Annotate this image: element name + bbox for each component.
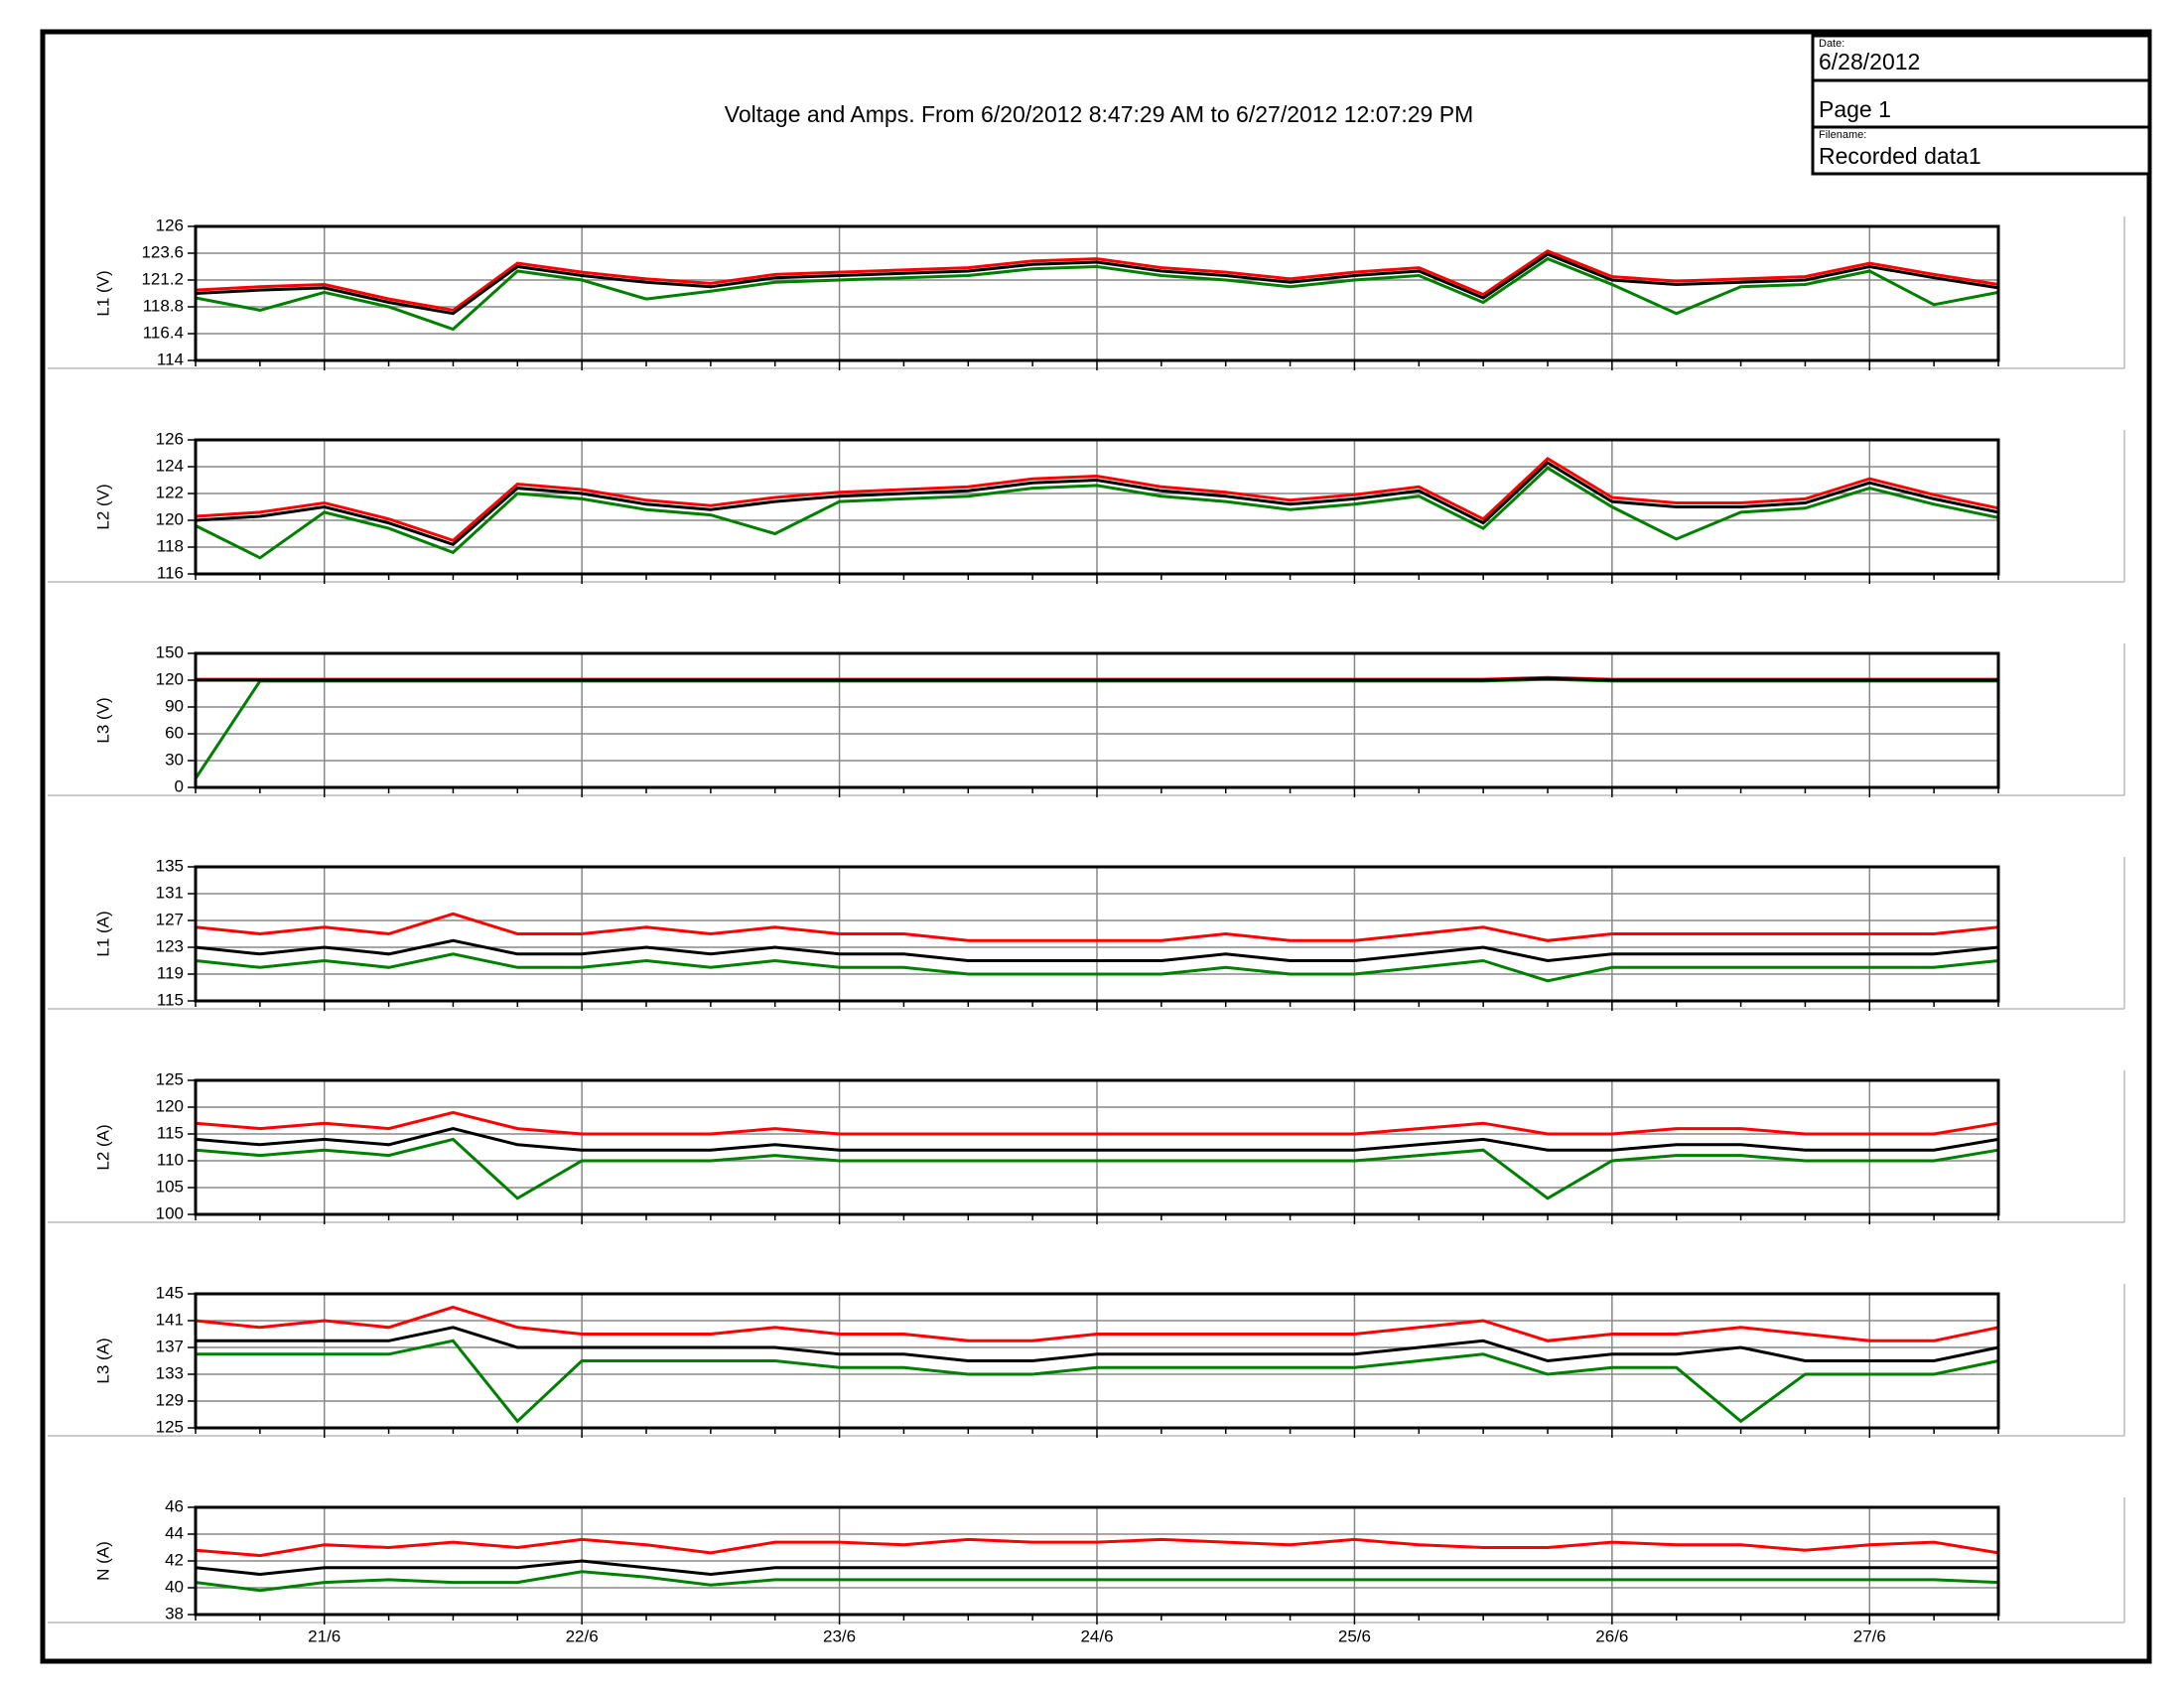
y-tick-label: 126 xyxy=(156,215,184,234)
panel: 116 118 120 122 124 126 L2 (V) xyxy=(48,429,2125,584)
y-tick-label: 135 xyxy=(156,856,184,875)
y-axis-label: L2 (A) xyxy=(93,1124,112,1170)
y-tick-label: 90 xyxy=(165,696,184,715)
y-tick-label: 129 xyxy=(156,1390,184,1409)
y-tick-label: 100 xyxy=(156,1203,184,1222)
y-tick-label: 126 xyxy=(156,429,184,448)
y-tick-label: 42 xyxy=(165,1550,184,1569)
y-tick-label: 44 xyxy=(165,1523,184,1542)
panel: 114 116.4 118.8 121.2 123.6 126 L1 (V) xyxy=(48,215,2125,370)
y-axis-label: L3 (V) xyxy=(93,697,112,743)
series-line xyxy=(196,676,1998,682)
y-tick-label: 120 xyxy=(156,1096,184,1115)
y-tick-label: 120 xyxy=(156,509,184,528)
info-box: Date: 6/28/2012 Page 1 Filename: Recorde… xyxy=(1811,34,2151,176)
x-tick-label: 22/6 xyxy=(566,1626,599,1645)
plot-frame xyxy=(194,651,2000,789)
y-axis-label: L1 (A) xyxy=(93,911,112,956)
y-tick-label: 118 xyxy=(157,536,184,555)
y-tick-label: 125 xyxy=(156,1417,184,1436)
series-line xyxy=(195,1137,1999,1200)
y-tick-label: 123 xyxy=(156,936,184,955)
plot-frame xyxy=(194,438,2000,576)
x-tick-label: 27/6 xyxy=(1853,1626,1886,1645)
plot-frame xyxy=(194,1292,2000,1430)
y-tick-label: 141 xyxy=(156,1310,184,1329)
panel: 115 119 123 127 131 135 L1 (A) xyxy=(48,856,2125,1011)
y-tick-label: 118.8 xyxy=(143,296,184,315)
page-number: Page 1 xyxy=(1819,96,1891,122)
y-tick-label: 38 xyxy=(165,1604,184,1622)
x-tick-label: 26/6 xyxy=(1595,1626,1628,1645)
panel: 0 30 60 90 120 150 L3 (V) xyxy=(48,642,2125,797)
series-line xyxy=(195,457,1999,542)
series-line xyxy=(195,952,1999,983)
y-tick-label: 115 xyxy=(157,1123,184,1142)
y-tick-label: 110 xyxy=(157,1150,184,1169)
y-tick-label: 116.4 xyxy=(143,323,184,342)
y-tick-label: 120 xyxy=(156,669,184,688)
series-line xyxy=(195,912,1999,942)
y-axis-label: L1 (V) xyxy=(93,270,112,316)
y-tick-label: 123.6 xyxy=(141,242,184,261)
y-tick-label: 121.2 xyxy=(141,269,184,288)
y-tick-label: 145 xyxy=(156,1283,184,1302)
y-tick-label: 114 xyxy=(157,350,184,368)
y-tick-label: 46 xyxy=(165,1496,184,1515)
plot-frame xyxy=(194,224,2000,362)
date-label: Date: xyxy=(1819,38,1844,50)
y-tick-label: 137 xyxy=(156,1337,184,1355)
date: 6/28/2012 xyxy=(1819,49,1920,74)
series-line xyxy=(195,1559,1998,1577)
y-tick-label: 131 xyxy=(156,883,184,902)
plot-frame xyxy=(194,1505,2000,1617)
y-tick-label: 60 xyxy=(165,723,184,742)
y-axis-label: L3 (A) xyxy=(93,1338,112,1383)
series-line xyxy=(195,1305,1999,1342)
panel: 38 40 42 44 46 N (A) 21/6 22/6 23/6 24/6 25/6 26/6 2… xyxy=(48,1496,2125,1645)
series-line xyxy=(195,1110,1999,1136)
x-tick-label: 25/6 xyxy=(1338,1626,1371,1645)
x-tick-label: 24/6 xyxy=(1080,1626,1113,1645)
page-border xyxy=(40,29,2152,1664)
series-line xyxy=(195,466,1999,560)
series-line xyxy=(195,1537,1999,1558)
panel: 100 105 110 115 120 125 L2 (A) xyxy=(48,1069,2125,1224)
y-tick-label: 116 xyxy=(157,563,184,582)
y-tick-label: 125 xyxy=(156,1069,184,1088)
x-tick-label: 23/6 xyxy=(823,1626,856,1645)
series-line xyxy=(195,1570,1999,1593)
y-tick-label: 127 xyxy=(156,910,184,928)
series-line xyxy=(195,461,1999,546)
series-line xyxy=(196,1326,1999,1363)
y-axis-label: L2 (V) xyxy=(93,484,112,529)
y-tick-label: 0 xyxy=(175,776,184,795)
info-box-frame xyxy=(1811,34,2151,176)
series-line xyxy=(195,252,1999,316)
series-line xyxy=(195,249,1999,312)
filename: Recorded data1 xyxy=(1819,143,1981,169)
y-tick-label: 40 xyxy=(165,1577,184,1596)
report-title: Voltage and Amps. From 6/20/2012 8:47:29… xyxy=(725,101,1473,127)
y-tick-label: 122 xyxy=(156,483,184,501)
plot-frame xyxy=(194,1078,2000,1216)
y-tick-label: 133 xyxy=(156,1363,184,1382)
plot-frame xyxy=(194,865,2000,1003)
filename-label: Filename: xyxy=(1819,129,1866,141)
y-tick-label: 30 xyxy=(165,750,184,769)
y-tick-label: 115 xyxy=(157,990,184,1009)
series-line xyxy=(195,1127,1999,1152)
y-axis-label: N (A) xyxy=(93,1541,112,1581)
panel: 125 129 133 137 141 145 L3 (A) xyxy=(48,1283,2125,1438)
y-tick-label: 124 xyxy=(156,456,184,475)
series-line xyxy=(195,256,1999,332)
y-tick-label: 119 xyxy=(157,963,184,982)
y-tick-label: 105 xyxy=(156,1177,184,1196)
x-tick-label: 21/6 xyxy=(308,1626,341,1645)
series-line xyxy=(195,938,1999,963)
series-line xyxy=(196,1339,1999,1424)
y-tick-label: 150 xyxy=(156,642,184,661)
